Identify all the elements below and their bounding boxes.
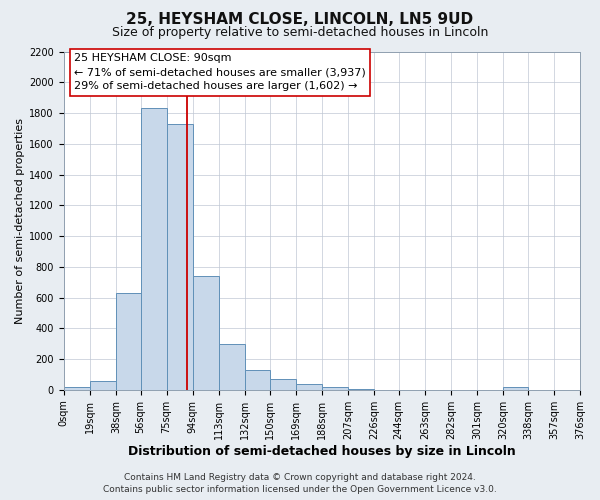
Bar (219, 344, 245, 390)
Bar (90, 380, 116, 390)
Bar (116, 293, 140, 390)
Bar (245, 370, 269, 390)
Bar (503, 387, 528, 390)
Bar (296, 384, 322, 390)
Bar (167, 124, 193, 390)
Text: Size of property relative to semi-detached houses in Lincoln: Size of property relative to semi-detach… (112, 26, 488, 39)
Y-axis label: Number of semi-detached properties: Number of semi-detached properties (15, 118, 25, 324)
Bar (64, 387, 90, 390)
Bar (348, 389, 374, 390)
Bar (322, 387, 348, 390)
Bar (269, 379, 296, 390)
Text: 25 HEYSHAM CLOSE: 90sqm
← 71% of semi-detached houses are smaller (3,937)
29% of: 25 HEYSHAM CLOSE: 90sqm ← 71% of semi-de… (74, 53, 366, 91)
Text: Contains HM Land Registry data © Crown copyright and database right 2024.
Contai: Contains HM Land Registry data © Crown c… (103, 473, 497, 494)
Bar (193, 276, 219, 390)
Text: 25, HEYSHAM CLOSE, LINCOLN, LN5 9UD: 25, HEYSHAM CLOSE, LINCOLN, LN5 9UD (127, 12, 473, 28)
Bar (140, 108, 167, 390)
X-axis label: Distribution of semi-detached houses by size in Lincoln: Distribution of semi-detached houses by … (128, 444, 515, 458)
